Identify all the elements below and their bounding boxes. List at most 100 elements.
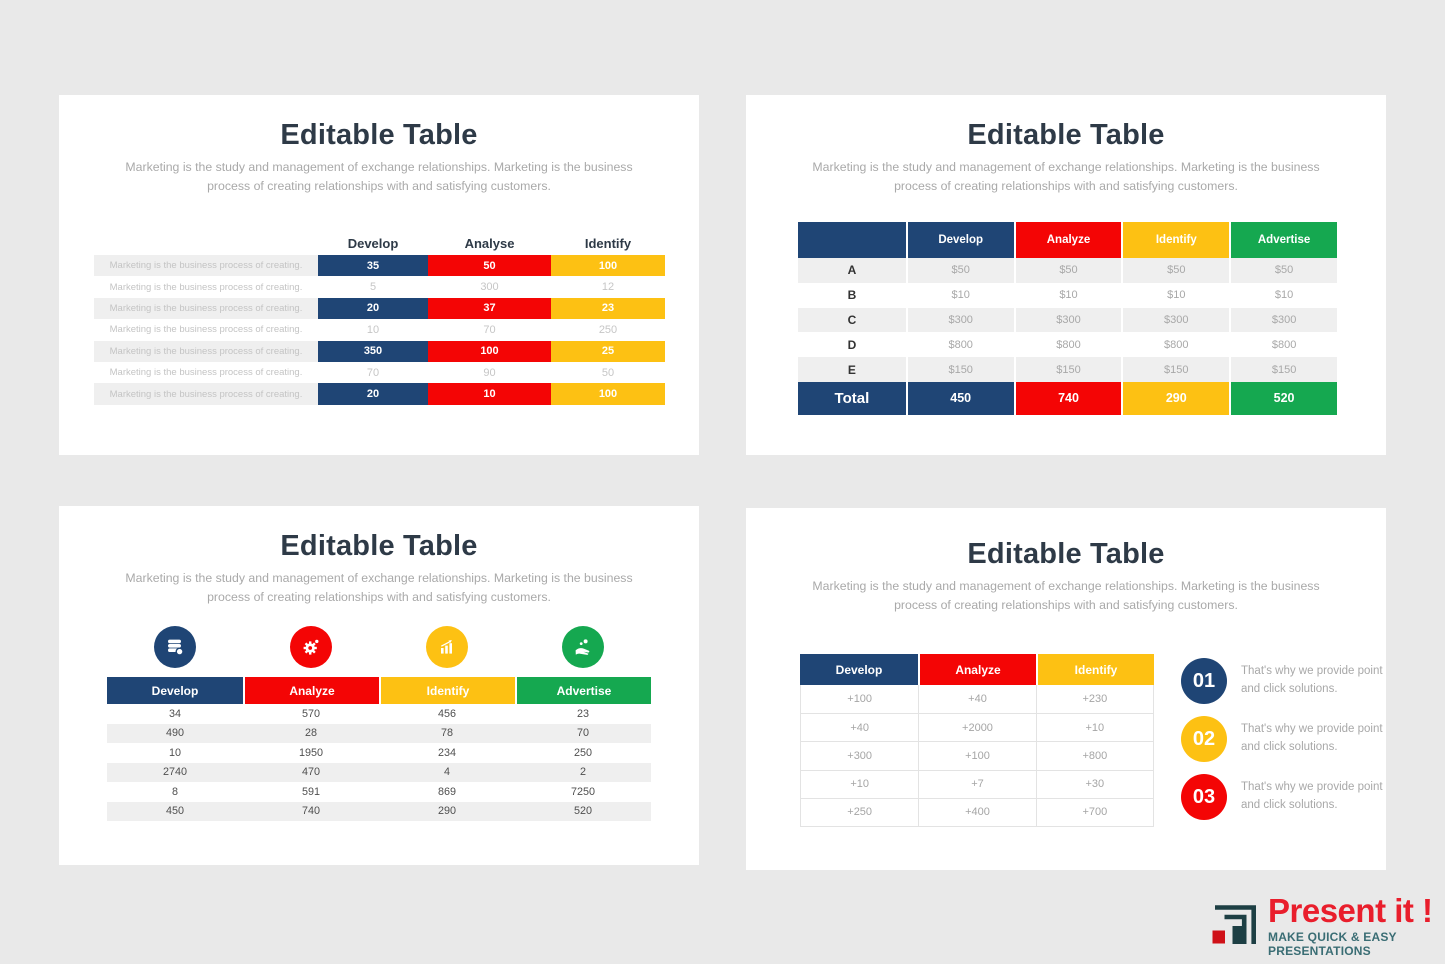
table-icons-row [107,626,651,668]
point-item: 03 That's why we provide point and click… [1181,774,1383,820]
table-cell: +230 [1035,685,1153,714]
table-cell: $300 [1013,307,1122,333]
table-cell: $10 [1013,282,1122,308]
slide-title: Editable Table [967,119,1165,151]
point-text: That's why we provide point and click so… [1241,781,1383,811]
slide-card-bottom-right: Editable Table Marketing is the study an… [746,508,1386,870]
database-icon [154,626,196,668]
table-cell: 250 [573,746,592,759]
column-header-develop: Develop [800,654,918,685]
table-row: B $10 $10 $10 $10 [798,282,1337,308]
column-header-develop: Develop [905,222,1014,258]
table-cell: 490 [165,727,184,740]
table-cell: $10 [905,282,1014,308]
table-cell: 10 [168,746,181,759]
table-row: +100 +40 +230 [801,685,1153,714]
row-label: Marketing is the business process of cre… [109,281,303,293]
table-cell: 100 [551,255,665,277]
total-cell: 520 [1229,381,1337,415]
column-header-analyze: Analyze [1013,222,1122,258]
table-cell: 50 [601,366,615,379]
table-cell: $800 [1121,332,1229,358]
table-cell: +30 [1035,769,1153,798]
slide-subtitle: Marketing is the study and management of… [125,571,633,605]
table-header-row: Develop Analyze Identify Advertise [107,677,651,704]
table-body: +100 +40 +230 +40 +2000 +10 +300 +100 +8… [800,685,1154,827]
table-cell: 70 [576,727,589,740]
table-row: Marketing is the business process of cre… [94,319,665,340]
total-cell: 740 [1013,381,1122,415]
table-cell: +7 [918,769,1036,798]
table-cell: $10 [1229,282,1337,308]
table-cell: +40 [918,685,1035,714]
present-it-logo: Present it ! MAKE QUICK & EASY PRESENTAT… [1212,894,1445,958]
column-header-advertise: Advertise [515,677,651,704]
table-cell: 740 [301,805,320,818]
slide-title: Editable Table [280,530,478,562]
table-cell: +300 [801,741,919,769]
table-cell: 2740 [162,766,188,779]
table-cell: $300 [905,307,1014,333]
table-row: A $50 $50 $50 $50 [798,258,1337,283]
numbered-points: 01 That's why we provide point and click… [1181,658,1383,832]
table-cell: 350 [318,340,428,362]
column-header-advertise: Advertise [1229,222,1337,258]
point-text: That's why we provide point and click so… [1241,665,1383,695]
logo-name: Present it ! [1268,892,1433,929]
table-header-row: Develop Analyze Identify Advertise [798,222,1337,258]
table-cell: 35 [318,255,428,277]
table-cell: +2000 [918,713,1036,742]
column-header-analyse: Analyse [464,235,515,251]
slide-card-top-left: Editable Table Marketing is the study an… [59,95,699,455]
slide-title: Editable Table [280,119,478,151]
table-row: +250 +400 +700 [801,797,1153,826]
hand-money-icon [562,626,604,668]
table-row: +10 +7 +30 [801,769,1153,798]
table-cell: 100 [551,383,665,405]
column-header-identify: Identify [1036,654,1154,685]
table-cell: 34 [168,707,181,720]
slide-title: Editable Table [967,538,1165,570]
table-cell: 234 [437,746,456,759]
table-row: Marketing is the business process of cre… [94,340,665,362]
table-cell: $50 [905,258,1014,283]
table-row: Marketing is the business process of cre… [94,255,665,277]
table-cell: 20 [318,297,428,320]
point-text: That's why we provide point and click so… [1241,723,1383,753]
total-cell: 450 [905,381,1014,415]
table-row: E $150 $150 $150 $150 [798,357,1337,382]
editable-table-3: Develop Analyze Identify Advertise 34 57… [107,677,651,821]
table-cell: 90 [483,366,496,379]
column-header-develop: Develop [347,235,399,251]
table-cell: +40 [801,713,919,741]
table-row: 8 591 869 7250 [107,782,651,802]
table-cell: 470 [301,766,320,779]
logo-tagline: MAKE QUICK & EASY PRESENTATIONS [1268,930,1397,958]
table-cell: 10 [428,383,551,405]
slide-subtitle: Marketing is the study and management of… [125,160,633,194]
slide-subtitle: Marketing is the study and management of… [812,160,1320,194]
table-cell: 25 [551,340,665,362]
row-label: Marketing is the business process of cre… [109,367,303,379]
gear-icon [290,626,332,668]
column-header-analyze: Analyze [918,654,1036,685]
table-row: 490 28 78 70 [107,723,651,743]
editable-table-2: Develop Analyze Identify Advertise A $50… [798,222,1337,415]
column-header-identify: Identify [584,235,632,251]
table-cell: 520 [573,805,592,818]
slide-card-top-right: Editable Table Marketing is the study an… [746,95,1386,455]
point-item: 02 That's why we provide point and click… [1181,716,1383,762]
row-label: Marketing is the business process of cre… [94,255,318,277]
table-cell: +700 [1035,797,1153,826]
table-cell: 591 [301,785,320,798]
row-label: Marketing is the business process of cre… [94,340,318,362]
table-cell: 37 [428,297,551,320]
row-label: Marketing is the business process of cre… [94,383,318,405]
column-header-identify: Identify [379,677,515,704]
row-label: E [847,362,856,377]
table-cell: 290 [437,805,456,818]
table-cell: +100 [918,741,1036,770]
row-label: A [847,263,857,278]
table-row: Marketing is the business process of cre… [94,276,665,297]
